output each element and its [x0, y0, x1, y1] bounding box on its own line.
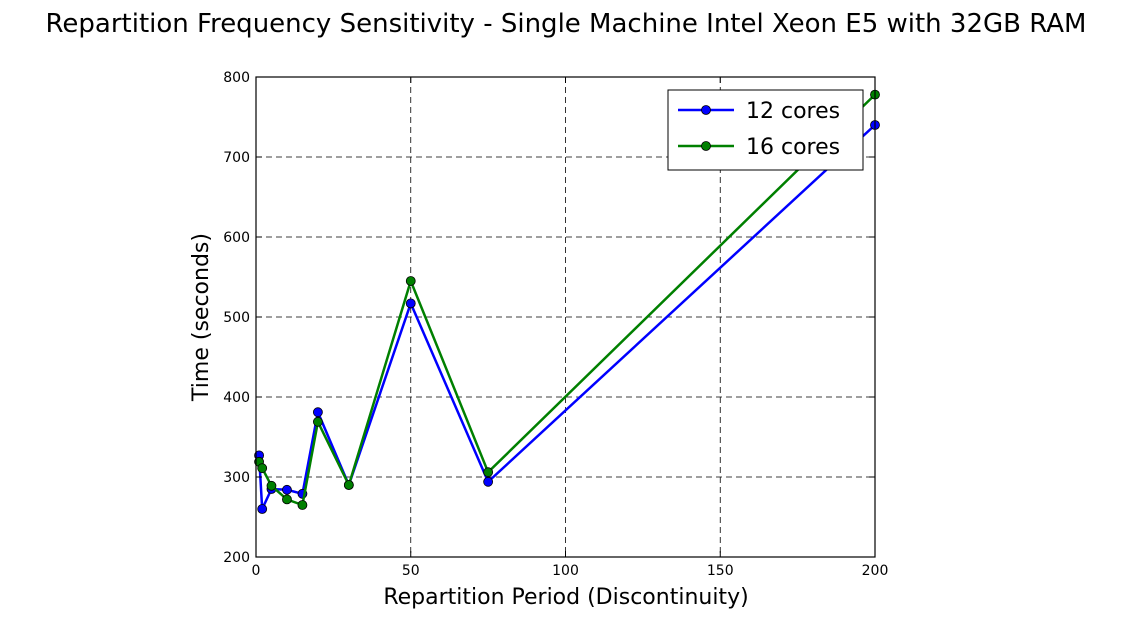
x-tick-label: 100: [552, 563, 579, 579]
series-line-1: [257, 124, 876, 510]
y-tick-label: 500: [223, 310, 250, 326]
x-tick-label: 150: [707, 563, 734, 579]
series-2-point: [282, 494, 292, 505]
series-2-point: [266, 480, 277, 491]
y-tick-label: 300: [223, 470, 250, 486]
series-1-point: [257, 504, 268, 514]
y-tick-label: 200: [223, 550, 250, 566]
x-tick-label: 200: [862, 563, 889, 579]
series-2-point: [257, 463, 268, 474]
series-2-point: [297, 500, 308, 510]
series-1-point: [312, 407, 323, 418]
legend-marker-2: [701, 141, 711, 151]
series-2-point: [312, 416, 323, 427]
legend: 12 cores 16 cores: [667, 89, 864, 171]
legend-label-1: 12 cores: [746, 99, 840, 124]
y-tick-label: 800: [223, 70, 250, 86]
x-tick-label: 50: [402, 563, 420, 579]
y-tick-label: 400: [223, 390, 250, 406]
series-line-2: [257, 93, 876, 507]
x-tick-label: 0: [252, 563, 261, 579]
series-2-point: [483, 467, 494, 478]
series-2-point: [405, 276, 416, 286]
legend-box: [667, 89, 864, 171]
y-tick-label: 700: [223, 150, 250, 166]
series-1-point: [405, 298, 416, 309]
y-axis-label: Time (seconds): [189, 233, 214, 402]
series-layer: [254, 89, 880, 514]
legend-marker-1: [701, 105, 711, 115]
legend-label-2: 16 cores: [746, 135, 840, 160]
series-1-point: [282, 484, 292, 495]
chart-title: Repartition Frequency Sensitivity - Sing…: [46, 9, 1087, 39]
series-2-point: [343, 480, 354, 490]
ticks: 0 50 100 150 200 200 300 400 500 600 700 800: [223, 70, 888, 579]
series-1-point: [483, 476, 494, 487]
x-axis-label: Repartition Period (Discontinuity): [383, 585, 748, 610]
y-tick-label: 600: [223, 230, 250, 246]
